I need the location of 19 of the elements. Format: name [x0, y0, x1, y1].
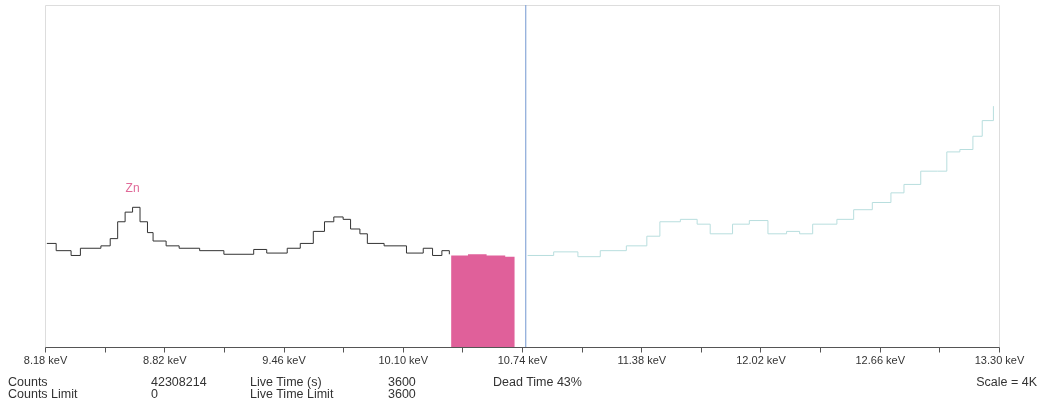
text: Live Time (s)	[250, 375, 322, 389]
text: 3600	[388, 387, 416, 401]
text: Scale = 4K	[976, 375, 1038, 389]
x-tick-label: 10.10 keV	[378, 353, 429, 366]
x-tick-label: 8.18 keV	[23, 353, 68, 366]
text: Counts Limit	[8, 387, 78, 401]
annotation: Zn	[125, 181, 140, 196]
text: Counts	[8, 375, 48, 389]
x-tick-label: 12.66 keV	[855, 353, 906, 366]
x-tick-label: 11.38 keV	[617, 353, 667, 366]
text: Dead Time 43%	[493, 375, 582, 389]
text: 42308214	[151, 375, 207, 389]
x-tick-label: 8.82 keV	[143, 353, 188, 366]
x-tick-label: 10.74 keV	[497, 353, 548, 366]
text: 0	[151, 387, 158, 401]
x-tick-label: 13.30 keV	[974, 353, 1025, 366]
x-tick-label: 9.46 keV	[262, 353, 307, 366]
x-tick-label: 12.02 keV	[736, 353, 787, 366]
text: 3600	[388, 375, 416, 389]
